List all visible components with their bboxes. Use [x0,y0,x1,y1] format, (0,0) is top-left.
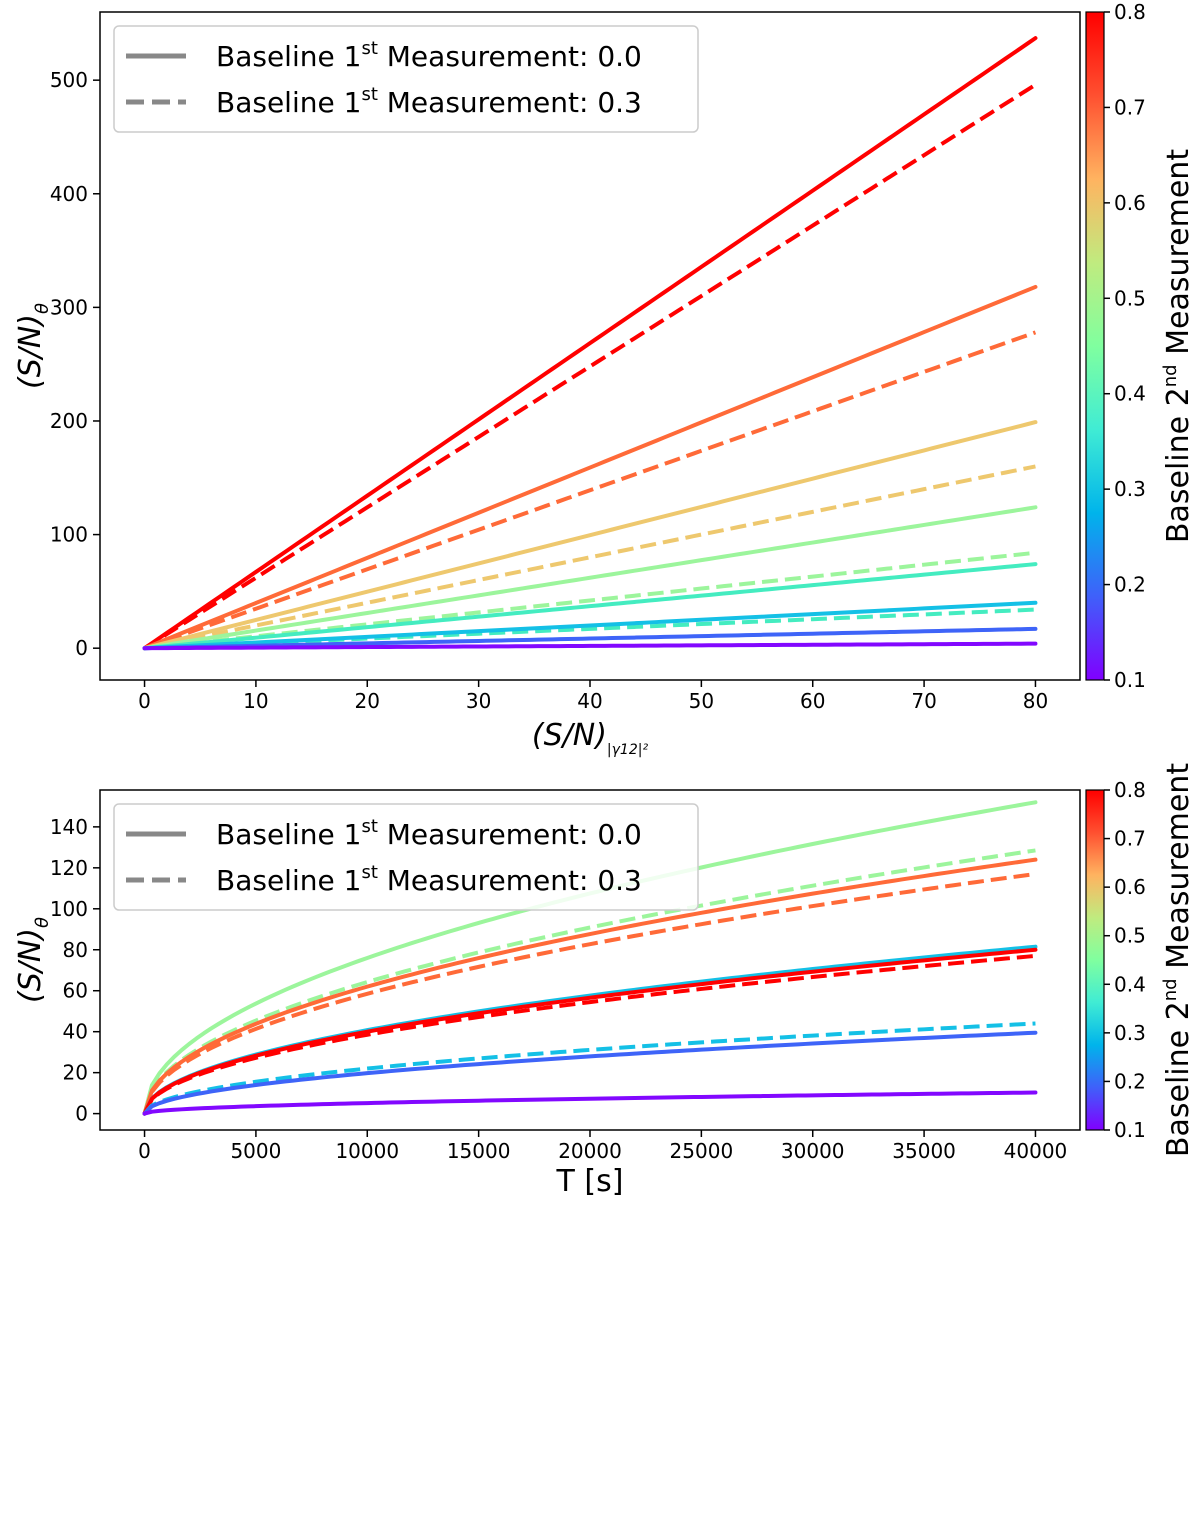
y-tick-label: 400 [50,182,88,206]
colorbar-tick-label: 0.6 [1114,191,1146,215]
colorbar-tick-label: 0.2 [1114,573,1146,597]
x-tick-label: 40000 [1004,1139,1068,1163]
colorbar-tick-label: 0.3 [1114,477,1146,501]
colorbar-gradient [1085,11,1105,681]
y-tick-label: 300 [50,295,88,319]
y-tick-label: 140 [50,815,88,839]
colorbar-tick-label: 0.7 [1114,827,1146,851]
x-tick-label: 10 [243,689,268,713]
legend-box [113,803,699,911]
legend: Baseline 1st Measurement: 0.0 Baseline 1s… [113,25,699,133]
x-tick-label: 50 [689,689,714,713]
legend-box [113,25,699,133]
colorbar-tick-label: 0.2 [1114,1069,1146,1093]
colorbar: 0.1 0.2 0.3 0.4 0.5 0.6 0.7 0.8 Baseline 2nd Mea… [1085,763,1196,1157]
x-tick-label: 30 [466,689,491,713]
y-tick-label: 0 [75,1102,88,1126]
y-tick-label: 100 [50,897,88,921]
x-tick-label: 80 [1023,689,1048,713]
x-tick-label: 60 [800,689,825,713]
legend: Baseline 1st Measurement: 0.0 Baseline 1s… [113,803,699,911]
colorbar-label: Baseline 2nd Measurement [1160,763,1196,1157]
colorbar-tick-label: 0.1 [1114,1118,1146,1142]
x-tick-label: 30000 [781,1139,845,1163]
y-tick-label: 60 [63,979,88,1003]
colorbar: 0.1 0.2 0.3 0.4 0.5 0.6 0.7 0.8 Baseline 2nd Mea… [1085,0,1196,692]
series-line-solid-baseline2-0_8 [142,36,1038,651]
chart-panel-2: 0 5000 10000 15000 20000 25000 30000 35000 40000… [13,763,1196,1199]
series-line-solid-baseline2-0_2 [142,626,1038,651]
legend-label: Baseline 1st Measurement: 0.0 [216,38,642,73]
y-tick-label: 0 [75,636,88,660]
series-line-dashed-baseline2-0_7 [142,871,1036,1115]
x-tick-label: 5000 [230,1139,281,1163]
series-line-dashed-baseline2-0_8 [143,83,1037,650]
y-tick-label: 20 [63,1061,88,1085]
series-line-solid-baseline2-0_8 [142,947,1038,1116]
y-tick-label: 80 [63,938,88,962]
colorbar-tick-label: 0.3 [1114,1021,1146,1045]
legend-label: Baseline 1st Measurement: 0.0 [216,816,642,851]
y-axis-label: (S/N)θ [13,303,53,389]
y-tick-label: 200 [50,409,88,433]
series-line-dashed-baseline2-0_7 [143,330,1037,651]
colorbar-tick-label: 0.8 [1114,778,1146,802]
colorbar-tick-label: 0.7 [1114,95,1146,119]
series-line-dashed-baseline2-0_8 [142,953,1036,1115]
x-axis-label: (S/N)|γ12|² [532,718,649,758]
x-axis-label: T [s] [556,1164,624,1199]
colorbar-tick-label: 0.8 [1114,0,1146,24]
series-line-solid-baseline2-0_5 [142,505,1038,651]
series-line-solid-baseline2-0_7 [142,857,1038,1116]
x-tick-label: 10000 [335,1139,399,1163]
colorbar-tick-label: 0.4 [1114,382,1146,406]
x-tick-label: 70 [911,689,936,713]
x-tick-label: 0 [138,1139,151,1163]
legend-label: Baseline 1st Measurement: 0.3 [216,84,642,119]
x-tick-label: 35000 [892,1139,956,1163]
series-line-solid-baseline2-0_3 [142,600,1038,651]
series-line-solid-baseline2-0_1 [142,641,1038,651]
series-line-dashed-baseline2-0_5 [142,848,1036,1115]
series-line-solid-baseline2-0_7 [142,284,1038,651]
x-tick-label: 0 [138,689,151,713]
colorbar-tick-label: 0.5 [1114,924,1146,948]
x-tick-label: 15000 [447,1139,511,1163]
x-tick-label: 20 [355,689,380,713]
series-line-dashed-baseline2-0_6 [144,464,1036,651]
legend-label: Baseline 1st Measurement: 0.3 [216,862,642,897]
y-tick-label: 120 [50,856,88,880]
y-tick-label: 500 [50,68,88,92]
colorbar-tick-label: 0.1 [1114,668,1146,692]
x-tick-label: 20000 [558,1139,622,1163]
series-line-solid-baseline2-0_2 [142,1030,1038,1116]
y-tick-label: 40 [63,1020,88,1044]
y-tick-label: 100 [50,523,88,547]
series-line-solid-baseline2-0_6 [142,420,1038,651]
colorbar-tick-label: 0.4 [1114,972,1146,996]
colorbar-gradient [1085,789,1105,1131]
x-tick-label: 40 [577,689,602,713]
series-line-solid-baseline2-0_1 [142,1090,1038,1116]
y-axis-label: (S/N)θ [13,917,53,1003]
colorbar-tick-label: 0.6 [1114,875,1146,899]
chart-panel-1: 0 10 20 30 40 50 60 70 80 0 100 200 300 400 500 (S/N)|γ… [13,0,1196,758]
series-group [142,36,1038,651]
series-line-solid-baseline2-0_4 [142,562,1038,651]
series-line-dashed-baseline2-0_3 [143,1021,1036,1115]
x-tick-label: 25000 [670,1139,734,1163]
colorbar-tick-label: 0.5 [1114,286,1146,310]
colorbar-label: Baseline 2nd Measurement [1160,149,1196,543]
